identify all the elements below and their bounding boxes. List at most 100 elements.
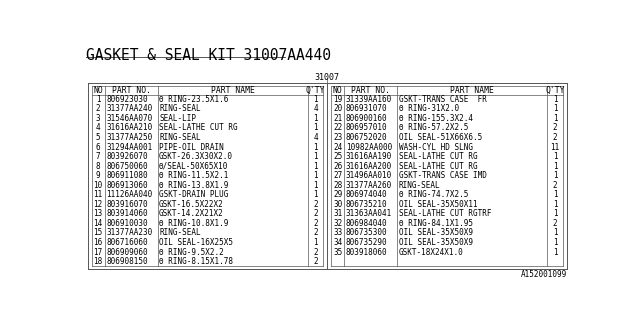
Text: 1: 1 — [314, 162, 318, 171]
Text: 31: 31 — [333, 209, 342, 218]
Text: OIL SEAL-51X66X6.5: OIL SEAL-51X66X6.5 — [399, 133, 482, 142]
Text: 806716060: 806716060 — [106, 238, 148, 247]
Text: NO: NO — [333, 86, 342, 95]
Text: Θ RING-10.8X1.9: Θ RING-10.8X1.9 — [159, 219, 228, 228]
Text: 1: 1 — [553, 190, 557, 199]
Text: 18: 18 — [93, 257, 103, 266]
Text: 31546AA070: 31546AA070 — [106, 114, 152, 123]
Text: 14: 14 — [93, 219, 103, 228]
Text: 10982AA000: 10982AA000 — [346, 143, 392, 152]
Text: Θ/SEAL-50X65X10: Θ/SEAL-50X65X10 — [159, 162, 228, 171]
Text: 1: 1 — [553, 152, 557, 161]
Text: 803916070: 803916070 — [106, 200, 148, 209]
Text: 806913060: 806913060 — [106, 181, 148, 190]
Text: 1: 1 — [314, 190, 318, 199]
Text: 31616AA200: 31616AA200 — [346, 162, 392, 171]
Text: 33: 33 — [333, 228, 342, 237]
Text: SEAL-LATHE CUT RGTRF: SEAL-LATHE CUT RGTRF — [399, 209, 491, 218]
Text: GSKT-14.2X21X2: GSKT-14.2X21X2 — [159, 209, 224, 218]
Text: Θ RING-74.7X2.5: Θ RING-74.7X2.5 — [399, 190, 468, 199]
Text: 31007: 31007 — [315, 73, 340, 82]
Text: 1: 1 — [314, 114, 318, 123]
Text: 806984040: 806984040 — [346, 219, 387, 228]
Text: SEAL-LATHE CUT RG: SEAL-LATHE CUT RG — [399, 162, 477, 171]
Text: 806735210: 806735210 — [346, 200, 387, 209]
Text: 1: 1 — [314, 171, 318, 180]
Text: 803918060: 803918060 — [346, 247, 387, 257]
Text: 1: 1 — [553, 162, 557, 171]
Text: PIPE-OIL DRAIN: PIPE-OIL DRAIN — [159, 143, 224, 152]
Text: 2: 2 — [314, 200, 318, 209]
Text: 31339AA160: 31339AA160 — [346, 95, 392, 104]
Text: OIL SEAL-16X25X5: OIL SEAL-16X25X5 — [159, 238, 233, 247]
Text: PART NO.: PART NO. — [111, 86, 150, 95]
Text: RING-SEAL: RING-SEAL — [399, 181, 440, 190]
Text: 19: 19 — [333, 95, 342, 104]
Text: 24: 24 — [333, 143, 342, 152]
Text: 3: 3 — [96, 114, 100, 123]
Text: Θ RING-11.5X2.1: Θ RING-11.5X2.1 — [159, 171, 228, 180]
Text: 806931070: 806931070 — [346, 104, 387, 113]
Text: NO: NO — [93, 86, 103, 95]
Text: 31616AA210: 31616AA210 — [106, 124, 152, 132]
Text: 31616AA190: 31616AA190 — [346, 152, 392, 161]
Text: 1: 1 — [553, 104, 557, 113]
Text: 31294AA001: 31294AA001 — [106, 143, 152, 152]
Text: 806957010: 806957010 — [346, 124, 387, 132]
Text: 6: 6 — [96, 143, 100, 152]
Text: 806909060: 806909060 — [106, 247, 148, 257]
Text: Θ RING-84.1X1.95: Θ RING-84.1X1.95 — [399, 219, 472, 228]
Text: GSKT-TRANS CASE  FR: GSKT-TRANS CASE FR — [399, 95, 486, 104]
Text: 806911080: 806911080 — [106, 171, 148, 180]
Text: 13: 13 — [93, 209, 103, 218]
Text: 12: 12 — [93, 200, 103, 209]
Text: 11: 11 — [93, 190, 103, 199]
Text: 806908150: 806908150 — [106, 257, 148, 266]
Text: GSKT-DRAIN PLUG: GSKT-DRAIN PLUG — [159, 190, 228, 199]
Text: Θ RING-31X2.0: Θ RING-31X2.0 — [399, 104, 459, 113]
Text: 11: 11 — [550, 143, 560, 152]
Text: 32: 32 — [333, 219, 342, 228]
Text: SEAL-LATHE CUT RG: SEAL-LATHE CUT RG — [159, 124, 237, 132]
Text: 803914060: 803914060 — [106, 209, 148, 218]
Text: 1: 1 — [314, 238, 318, 247]
Text: 1: 1 — [553, 209, 557, 218]
Text: WASH-CYL HD SLNG: WASH-CYL HD SLNG — [399, 143, 472, 152]
Text: 2: 2 — [314, 257, 318, 266]
Text: 34: 34 — [333, 238, 342, 247]
Text: Θ RING-57.2X2.5: Θ RING-57.2X2.5 — [399, 124, 468, 132]
Text: GSKT-16.5X22X2: GSKT-16.5X22X2 — [159, 200, 224, 209]
Text: 2: 2 — [553, 124, 557, 132]
Text: Θ RING-8.15X1.78: Θ RING-8.15X1.78 — [159, 257, 233, 266]
Text: PART NAME: PART NAME — [211, 86, 255, 95]
Text: 2: 2 — [314, 247, 318, 257]
Text: 2: 2 — [553, 133, 557, 142]
Text: 803926070: 803926070 — [106, 152, 148, 161]
Text: Θ RING-9.5X2.2: Θ RING-9.5X2.2 — [159, 247, 224, 257]
Text: 2: 2 — [314, 219, 318, 228]
Text: 1: 1 — [553, 114, 557, 123]
Text: 28: 28 — [333, 181, 342, 190]
Text: 806910030: 806910030 — [106, 219, 148, 228]
Text: 1: 1 — [314, 181, 318, 190]
Text: 2: 2 — [314, 228, 318, 237]
Text: 21: 21 — [333, 114, 342, 123]
Text: 22: 22 — [333, 124, 342, 132]
Text: 1: 1 — [553, 238, 557, 247]
Text: 26: 26 — [333, 162, 342, 171]
Text: Θ RING-13.8X1.9: Θ RING-13.8X1.9 — [159, 181, 228, 190]
Text: 31377AA230: 31377AA230 — [106, 228, 152, 237]
Text: 31363AA041: 31363AA041 — [346, 209, 392, 218]
Text: 15: 15 — [93, 228, 103, 237]
Text: A152001099: A152001099 — [520, 270, 566, 279]
Text: 23: 23 — [333, 133, 342, 142]
Text: 1: 1 — [96, 95, 100, 104]
Text: Θ RING-23.5X1.6: Θ RING-23.5X1.6 — [159, 95, 228, 104]
Text: 2: 2 — [553, 219, 557, 228]
Text: 27: 27 — [333, 171, 342, 180]
Text: 31377AA250: 31377AA250 — [106, 133, 152, 142]
Text: 16: 16 — [93, 238, 103, 247]
Text: GSKT-TRANS CASE IMD: GSKT-TRANS CASE IMD — [399, 171, 486, 180]
Text: GSKT-26.3X30X2.0: GSKT-26.3X30X2.0 — [159, 152, 233, 161]
Text: 2: 2 — [553, 181, 557, 190]
